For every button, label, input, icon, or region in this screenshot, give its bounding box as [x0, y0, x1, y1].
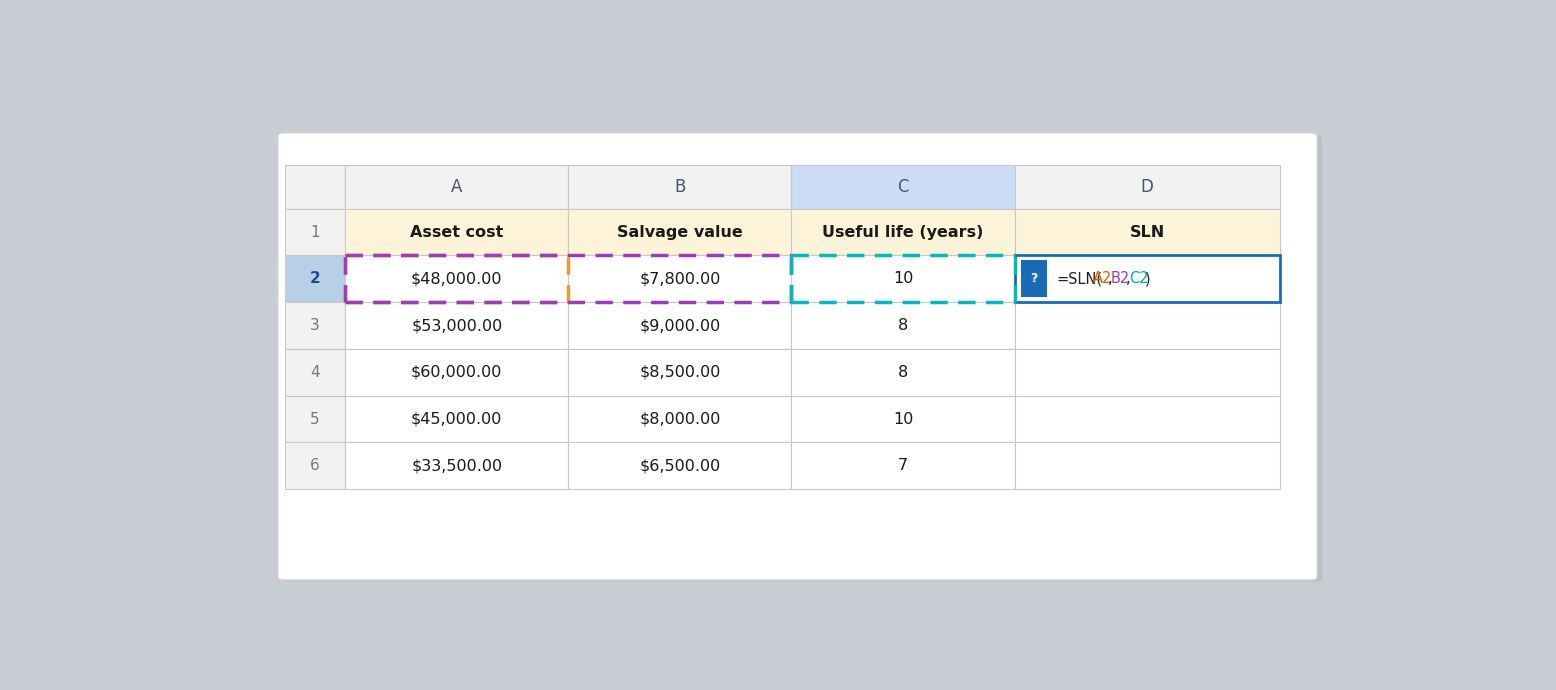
- Bar: [345, 255, 568, 302]
- Text: D: D: [1141, 178, 1153, 196]
- Text: $8,500.00: $8,500.00: [640, 365, 720, 380]
- Bar: [1015, 165, 1279, 208]
- Text: 6: 6: [310, 458, 321, 473]
- Text: B2: B2: [1111, 271, 1130, 286]
- Bar: [568, 165, 792, 208]
- Bar: [1015, 255, 1279, 302]
- Text: Asset cost: Asset cost: [411, 225, 504, 239]
- Bar: [285, 442, 345, 489]
- Text: $7,800.00: $7,800.00: [640, 271, 720, 286]
- Bar: [792, 302, 1015, 349]
- Bar: [792, 208, 1015, 255]
- Text: $45,000.00: $45,000.00: [411, 412, 503, 426]
- Text: ): ): [1145, 271, 1150, 286]
- Text: Salvage value: Salvage value: [618, 225, 742, 239]
- Text: SLN: SLN: [1130, 225, 1165, 239]
- Text: $9,000.00: $9,000.00: [640, 318, 720, 333]
- Bar: [345, 442, 568, 489]
- Bar: [792, 396, 1015, 442]
- Bar: [285, 396, 345, 442]
- Bar: [1015, 396, 1279, 442]
- Bar: [568, 302, 792, 349]
- Text: C2: C2: [1130, 271, 1150, 286]
- Text: 8: 8: [898, 318, 909, 333]
- Text: C: C: [898, 178, 909, 196]
- Bar: [792, 349, 1015, 396]
- Bar: [792, 255, 1015, 302]
- Text: $48,000.00: $48,000.00: [411, 271, 503, 286]
- Bar: [1015, 302, 1279, 349]
- Text: 10: 10: [893, 271, 913, 286]
- Text: $8,000.00: $8,000.00: [640, 412, 720, 426]
- Text: 10: 10: [893, 412, 913, 426]
- Bar: [285, 302, 345, 349]
- FancyBboxPatch shape: [283, 135, 1323, 582]
- Text: 7: 7: [898, 458, 909, 473]
- Text: 8: 8: [898, 365, 909, 380]
- Bar: [792, 165, 1015, 208]
- Text: B: B: [674, 178, 686, 196]
- Bar: [568, 349, 792, 396]
- Text: ,: ,: [1108, 271, 1113, 286]
- Bar: [1015, 442, 1279, 489]
- Bar: [345, 349, 568, 396]
- Bar: [285, 165, 345, 208]
- Text: $33,500.00: $33,500.00: [411, 458, 503, 473]
- Text: $6,500.00: $6,500.00: [640, 458, 720, 473]
- FancyBboxPatch shape: [277, 132, 1318, 580]
- Text: 2: 2: [310, 271, 321, 286]
- Bar: [345, 208, 568, 255]
- Bar: [285, 349, 345, 396]
- Bar: [568, 255, 792, 302]
- Bar: [345, 396, 568, 442]
- Bar: [285, 255, 345, 302]
- Text: 3: 3: [310, 318, 321, 333]
- Text: =SLN(: =SLN(: [1057, 271, 1103, 286]
- Bar: [568, 396, 792, 442]
- Text: A2: A2: [1092, 271, 1113, 286]
- Text: Useful life (years): Useful life (years): [822, 225, 983, 239]
- Bar: [1015, 349, 1279, 396]
- Bar: [345, 302, 568, 349]
- Text: $60,000.00: $60,000.00: [411, 365, 503, 380]
- Bar: [792, 442, 1015, 489]
- Text: 4: 4: [310, 365, 321, 380]
- Text: 1: 1: [310, 225, 321, 239]
- Bar: [568, 208, 792, 255]
- Text: ?: ?: [1030, 273, 1038, 286]
- Text: 5: 5: [310, 412, 321, 426]
- Bar: [1015, 255, 1279, 302]
- Bar: [1021, 260, 1047, 297]
- Bar: [285, 208, 345, 255]
- Text: $53,000.00: $53,000.00: [411, 318, 503, 333]
- Bar: [568, 442, 792, 489]
- Text: ,: ,: [1127, 271, 1131, 286]
- Bar: [1015, 208, 1279, 255]
- Text: A: A: [451, 178, 462, 196]
- Bar: [345, 165, 568, 208]
